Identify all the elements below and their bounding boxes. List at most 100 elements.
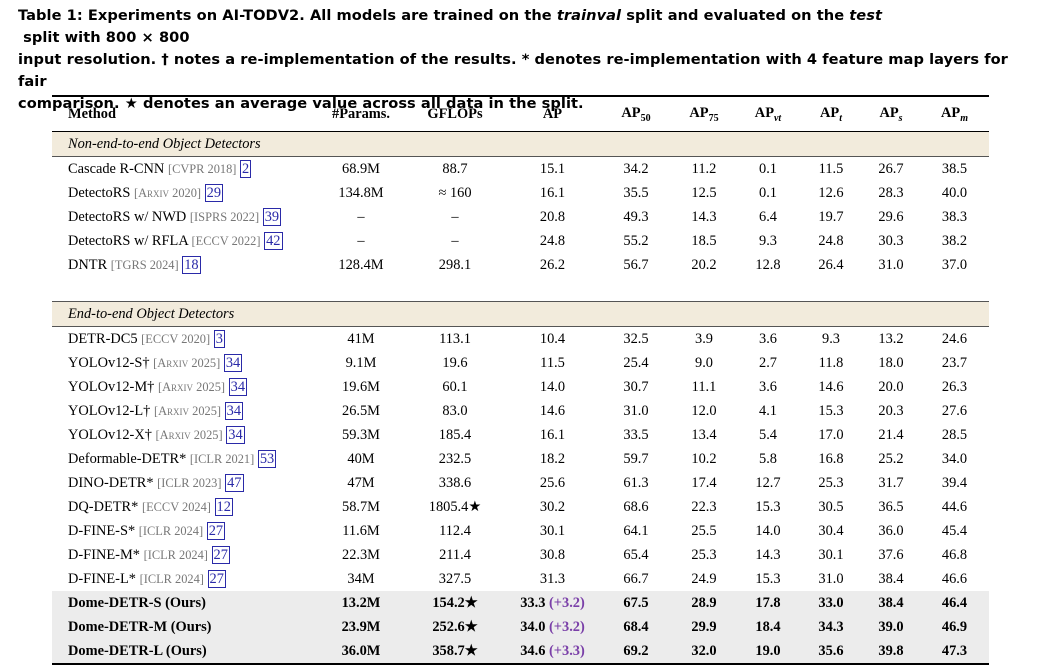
ap75-cell: 28.9 xyxy=(672,591,736,615)
ap50-cell: 56.7 xyxy=(623,256,649,273)
citation-link[interactable]: 47 xyxy=(225,473,244,492)
apvt-cell: 5.8 xyxy=(759,450,777,467)
table-row: D-FINE-M* [ICLR 2024] 27 22.3M 211.4 30.8 65… xyxy=(52,543,989,567)
params-cell: 59.3M xyxy=(342,426,380,443)
method-cell: DINO-DETR* [ICLR 2023] 47 xyxy=(52,471,317,495)
ap50-cell: 55.2 xyxy=(623,232,649,249)
ap-cell: 14.0 xyxy=(539,378,566,395)
citation-link[interactable]: 53 xyxy=(257,449,277,468)
venue-label: [ECCV 2024] xyxy=(141,499,211,514)
params-cell: 41M xyxy=(347,330,375,347)
apm-cell: 37.0 xyxy=(941,256,968,273)
ap50-cell: 34.2 xyxy=(623,160,649,177)
method-name: YOLOv12-X† xyxy=(68,426,152,443)
col-method: Method xyxy=(52,95,317,132)
aps-cell: 36.0 xyxy=(878,522,904,539)
table-row: DINO-DETR* [ICLR 2023] 47 47M 338.6 25.6 61.… xyxy=(52,471,989,495)
venue-label: [TGRS 2024] xyxy=(110,257,179,272)
table-row: DNTR [TGRS 2024] 18 128.4M 298.1 26.2 56.7 20… xyxy=(52,253,989,277)
method-name: DINO-DETR* xyxy=(68,474,154,491)
citation-link[interactable]: 29 xyxy=(204,183,224,202)
citation-link[interactable]: 27 xyxy=(211,545,230,564)
citation-link[interactable]: 34 xyxy=(226,425,245,444)
ap-value: 34.6 xyxy=(520,642,546,659)
apm-cell: 39.4 xyxy=(941,474,968,491)
ap75-cell: 3.9 xyxy=(695,330,713,347)
method-name: Dome-DETR-L (Ours) xyxy=(52,639,317,665)
apm-cell: 26.3 xyxy=(941,378,968,395)
ours-row: Dome-DETR-S (Ours) 13.2M 154.2★ 33.3 (+3.2)… xyxy=(52,591,989,615)
citation-link[interactable]: 12 xyxy=(214,497,233,516)
gflops-cell: 185.4 xyxy=(438,426,472,443)
ap50-cell: 31.0 xyxy=(623,402,649,419)
ap-cell: 20.8 xyxy=(539,208,566,225)
ap-cell: 15.1 xyxy=(539,160,566,177)
apm-cell: 38.5 xyxy=(941,160,968,177)
params-cell: 134.8M xyxy=(338,184,384,201)
method-name: YOLOv12-L† xyxy=(68,402,151,419)
ap-cell: 33.3 (+3.2) xyxy=(505,591,600,615)
method-cell: Cascade R-CNN [CVPR 2018] 2 xyxy=(52,157,317,182)
ap-cell: 16.1 xyxy=(539,426,566,443)
ap75-cell: 12.0 xyxy=(691,402,717,419)
method-name: Deformable-DETR* xyxy=(68,450,187,467)
apvt-cell: 0.1 xyxy=(759,184,777,201)
method-name: D-FINE-L* xyxy=(68,570,136,587)
citation-link[interactable]: 27 xyxy=(206,521,226,540)
results-table: Method #Params. GFLOPs AP AP50 AP75 APvt… xyxy=(52,95,989,665)
aps-cell: 18.0 xyxy=(878,354,904,371)
apvt-cell: 19.0 xyxy=(736,639,800,665)
apt-cell: 16.8 xyxy=(818,450,844,467)
ap-cell: 24.8 xyxy=(539,232,566,249)
aps-cell: 26.7 xyxy=(878,160,904,177)
apm-cell: 46.6 xyxy=(941,570,968,587)
apt-cell: 30.5 xyxy=(818,498,844,515)
venue-label: [Arxiv 2020] xyxy=(133,185,202,200)
params-cell: 23.9M xyxy=(317,615,405,639)
ap50-cell: 68.4 xyxy=(600,615,672,639)
citation-link[interactable]: 42 xyxy=(264,231,283,250)
method-name: DQ-DETR* xyxy=(68,498,139,515)
aps-cell: 21.4 xyxy=(878,426,904,443)
citation-link[interactable]: 34 xyxy=(223,353,243,372)
apm-cell: 44.6 xyxy=(941,498,968,515)
apvt-cell: 9.3 xyxy=(759,232,777,249)
col-params: #Params. xyxy=(317,95,405,132)
caption-emphasis: test xyxy=(849,7,883,24)
citation-link[interactable]: 34 xyxy=(224,401,244,420)
citation-link[interactable]: 39 xyxy=(262,207,282,226)
apvt-cell: 18.4 xyxy=(736,615,800,639)
citation-link[interactable]: 3 xyxy=(213,329,225,348)
citation-link[interactable]: 2 xyxy=(240,159,252,178)
method-cell: YOLOv12-S† [Arxiv 2025] 34 xyxy=(52,351,317,375)
apt-cell: 34.3 xyxy=(800,615,862,639)
citation-link[interactable]: 27 xyxy=(207,569,226,588)
ap-cell: 30.1 xyxy=(539,522,566,539)
apvt-cell: 17.8 xyxy=(736,591,800,615)
table-row: D-FINE-S* [ICLR 2024] 27 11.6M 112.4 30.1 64… xyxy=(52,519,989,543)
method-name: DetectoRS w/ RFLA xyxy=(68,232,188,249)
caption-text: split with 800 × 800 xyxy=(18,29,190,46)
apt-cell: 25.3 xyxy=(818,474,844,491)
citation-link[interactable]: 18 xyxy=(182,255,201,274)
gflops-cell: – xyxy=(451,208,459,225)
gflops-cell: 1805.4★ xyxy=(428,498,482,515)
ap75-cell: 20.2 xyxy=(691,256,717,273)
aps-cell: 29.6 xyxy=(878,208,904,225)
ap50-cell: 67.5 xyxy=(600,591,672,615)
method-name: Dome-DETR-M (Ours) xyxy=(52,615,317,639)
apm-cell: 34.0 xyxy=(941,450,968,467)
col-ap50: AP50 xyxy=(600,95,672,132)
ap-cell: 14.6 xyxy=(539,402,566,419)
venue-label: [ICLR 2024] xyxy=(138,523,204,538)
col-ap: AP xyxy=(505,95,600,132)
table-row: DETR-DC5 [ECCV 2020] 3 41M 113.1 10.4 32.5 3.… xyxy=(52,327,989,352)
citation-link[interactable]: 34 xyxy=(228,377,248,396)
apt-cell: 14.6 xyxy=(818,378,844,395)
method-cell: D-FINE-L* [ICLR 2024] 27 xyxy=(52,567,317,591)
apm-cell: 23.7 xyxy=(941,354,968,371)
apm-cell: 47.3 xyxy=(920,639,989,665)
apm-cell: 46.9 xyxy=(920,615,989,639)
method-name: Dome-DETR-S (Ours) xyxy=(52,591,317,615)
venue-label: [ECCV 2022] xyxy=(191,233,261,248)
